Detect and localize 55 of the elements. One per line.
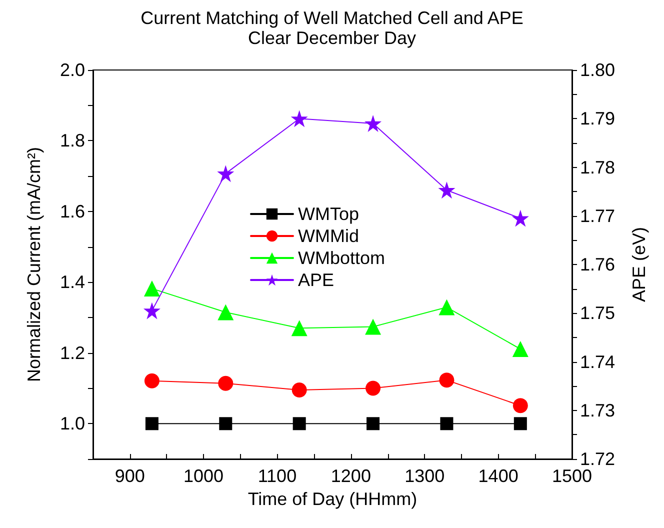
point — [218, 376, 234, 391]
y-tick-label: 1.2 — [60, 342, 85, 363]
y2-tick-label: 1.78 — [580, 157, 616, 178]
chart-title: Current Matching of Well Matched Cell and APE — [140, 8, 524, 28]
y-tick-label: 1.4 — [60, 272, 85, 292]
point — [512, 210, 529, 227]
x-tick-label: 1500 — [552, 466, 592, 486]
point — [291, 320, 308, 336]
y-tick-label: 1.8 — [60, 130, 85, 151]
point — [144, 373, 160, 388]
y-tick-label: 1.6 — [60, 201, 85, 222]
y2-tick-label: 1.72 — [580, 449, 616, 469]
point — [217, 165, 234, 182]
point — [439, 372, 454, 388]
point — [365, 318, 382, 335]
x-tick-label: 900 — [114, 466, 145, 486]
point — [440, 417, 454, 430]
y2-tick-label: 1.75 — [580, 303, 616, 324]
y2-axis-title: APE (eV) — [629, 226, 649, 302]
y-tick-label: 2.0 — [60, 60, 85, 80]
y2-tick-label: 1.74 — [580, 352, 616, 372]
y-axis-title: Normalized Current (mA/cm²) — [24, 146, 44, 382]
x-tick-label: 1100 — [258, 466, 297, 486]
point — [364, 114, 382, 132]
y2-tick-label: 1.73 — [580, 400, 616, 420]
x-tick-label: 1400 — [478, 466, 518, 486]
y-tick-label: 1.0 — [60, 414, 85, 434]
point — [218, 304, 234, 320]
point — [145, 417, 158, 430]
legend-label: WMMid — [298, 226, 359, 246]
y2-tick-label: 1.77 — [580, 206, 616, 226]
point — [219, 417, 232, 430]
x-tick-label: 1200 — [330, 466, 371, 486]
chart-subtitle: Clear December Day — [248, 28, 416, 48]
point — [366, 417, 380, 430]
point — [514, 417, 527, 430]
x-tick-label: 1000 — [184, 466, 224, 486]
point — [143, 302, 160, 320]
point — [144, 280, 160, 297]
x-axis-title: Time of Day (HHmm) — [248, 488, 418, 509]
y2-tick-label: 1.79 — [580, 108, 616, 129]
point — [512, 341, 528, 358]
legend-label: APE — [298, 270, 334, 290]
legend-label: WMTop — [298, 204, 360, 224]
point — [366, 380, 381, 396]
point — [438, 182, 456, 199]
x-tick-label: 1300 — [404, 466, 445, 486]
point — [292, 382, 307, 398]
point — [512, 398, 528, 414]
y2-tick-label: 1.76 — [580, 254, 616, 274]
point — [438, 299, 455, 316]
point — [292, 417, 306, 430]
point — [290, 110, 308, 128]
legend-label: WMbottom — [298, 248, 386, 268]
y2-tick-label: 1.80 — [580, 60, 616, 80]
